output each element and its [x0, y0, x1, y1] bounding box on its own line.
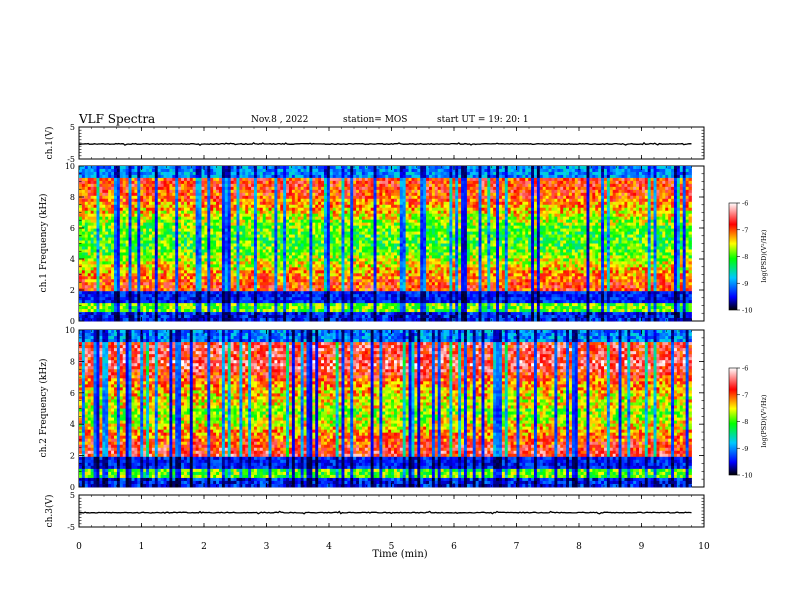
panel4-ytick-label: 5 — [70, 491, 75, 500]
ch1-colorbar-tick: -8 — [742, 253, 748, 261]
xtick-label: 9 — [639, 542, 645, 552]
xtick-label: 2 — [201, 542, 207, 552]
panel2-ytick-label: 8 — [70, 193, 75, 202]
panel2-ytick-label: 10 — [65, 162, 75, 171]
ch2-colorbar-tick: -10 — [742, 472, 752, 480]
ch1-spectrogram-ylabel: ch.1 Frequency (kHz) — [38, 194, 49, 293]
xtick-label: 10 — [698, 542, 710, 552]
panel2-ytick-label: 2 — [70, 286, 75, 295]
panel3-ytick-label: 6 — [70, 389, 75, 398]
ch3-waveform-frame — [79, 495, 704, 527]
ch1-waveform-frame — [79, 127, 704, 159]
xtick-label: 0 — [76, 542, 82, 552]
ch1-waveform-ylabel: ch.1(V) — [44, 127, 55, 160]
panel1-ytick-label: 5 — [70, 123, 75, 132]
panel3-ytick-label: 10 — [65, 326, 75, 335]
ch2-colorbar-scale — [729, 368, 737, 475]
ch1-colorbar-scale — [729, 203, 737, 310]
ch1-colorbar-tick: -6 — [742, 200, 748, 208]
ch3-waveform-ylabel: ch.3(V) — [44, 495, 55, 528]
chart-title: VLF Spectra — [79, 112, 155, 126]
xtick-label: 4 — [326, 542, 332, 552]
ch1-colorbar-tick: -9 — [742, 280, 748, 288]
panel2-ytick-label: 4 — [70, 255, 75, 264]
ch1-waveform-line — [79, 143, 692, 145]
panel3-ytick-label: 4 — [70, 420, 75, 429]
ch1-waveform-trace — [79, 143, 692, 145]
panel3-ytick-label: 2 — [70, 452, 75, 461]
ch1-colorbar-label: log(PSD)(V²/Hz) — [760, 229, 768, 282]
xtick-label: 1 — [139, 542, 145, 552]
ch1-colorbar-tick: -7 — [742, 226, 748, 234]
xtick-label: 7 — [514, 542, 520, 552]
ch2-spectrogram-ylabel: ch.2 Frequency (kHz) — [38, 359, 49, 458]
ch1-colorbar-tick: -10 — [742, 307, 752, 315]
xtick-label: 3 — [264, 542, 270, 552]
ch3-waveform-trace — [79, 511, 692, 513]
ch2-colorbar-tick: -7 — [742, 391, 748, 399]
ch2-colorbar-label: log(PSD)(V²/Hz) — [760, 394, 768, 447]
ch1-colorbar: -6 -7 -8 -9 -10 log(PSD)(V²/Hz) — [729, 200, 768, 315]
date-label: Nov.8 , 2022 — [251, 115, 308, 125]
ch2-spectrogram — [79, 330, 692, 487]
station-label: station= MOS — [343, 115, 407, 125]
panel2-ytick-label: 0 — [70, 317, 75, 326]
ch3-waveform-line — [79, 511, 692, 513]
start-time-label: start UT = 19: 20: 1 — [437, 115, 529, 125]
ch2-colorbar: -6 -7 -8 -9 -10 log(PSD)(V²/Hz) — [729, 365, 768, 480]
x-axis-label: Time (min) — [372, 549, 427, 560]
panel3-ytick-label: 8 — [70, 357, 75, 366]
panel4-ytick-label: -5 — [67, 523, 75, 532]
xtick-label: 8 — [576, 542, 582, 552]
ch2-colorbar-tick: -6 — [742, 365, 748, 373]
ch1-spectrogram — [79, 166, 692, 321]
ch2-colorbar-tick: -8 — [742, 418, 748, 426]
xtick-label: 6 — [451, 542, 457, 552]
ch2-colorbar-tick: -9 — [742, 445, 748, 453]
panel2-ytick-label: 6 — [70, 224, 75, 233]
